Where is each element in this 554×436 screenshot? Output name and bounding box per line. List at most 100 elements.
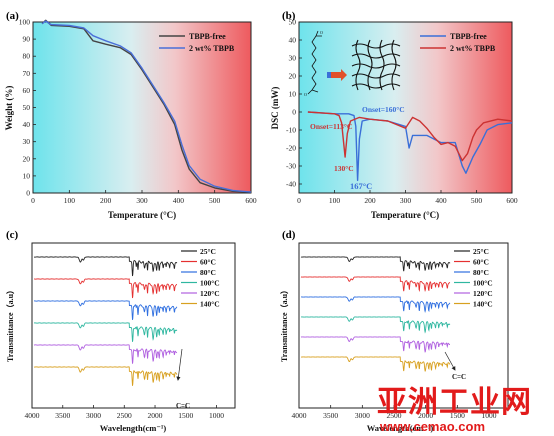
panel-c-frame <box>31 242 236 409</box>
x-tick-label: 400 <box>435 196 447 205</box>
y-tick-label: -30 <box>286 162 296 171</box>
x-tick-label: 600 <box>506 196 518 205</box>
spectrum-line-100 <box>34 322 178 342</box>
y-tick-label: 50 <box>289 18 297 27</box>
x-tick-label: 1500 <box>450 411 465 420</box>
panel-b-legend: TBPB-free 2 wt% TBPB <box>420 32 496 53</box>
x-tick-label: 100 <box>64 196 76 205</box>
y-tick-label: 20 <box>289 72 297 81</box>
process-arrow-icon <box>327 69 347 81</box>
x-tick-label: 2500 <box>387 411 402 420</box>
spectrum-line-120 <box>300 336 450 353</box>
panel-a-background <box>33 22 251 193</box>
panel-b-background <box>299 22 512 193</box>
legend-label: 80°C <box>200 268 216 277</box>
panel-a: (a) 0 100 200 300 400 500 600 0 10 20 30 40 50 60 70 80… <box>4 10 257 220</box>
panel-c-series <box>33 256 178 386</box>
y-tick-label: 80 <box>23 52 31 61</box>
x-tick-label: 4000 <box>25 411 40 420</box>
x-tick-label: 100 <box>329 196 341 205</box>
legend-label: 120°C <box>473 289 493 298</box>
y-tick-label: 30 <box>289 54 297 63</box>
series-line-1 <box>41 19 252 193</box>
panel-b-xlabel: Temperature (°C) <box>371 210 439 220</box>
spectrum-line-100 <box>301 316 451 334</box>
watermark-url: www.cemao.com <box>379 419 485 434</box>
spectrum-line-120 <box>33 344 178 364</box>
legend-label: 120°C <box>200 289 220 298</box>
panel-a-legend: TBPB-free 2 wt% TBPB <box>159 32 235 53</box>
panel-b-tag: (b) <box>282 10 296 22</box>
x-tick-label: 4000 <box>292 411 307 420</box>
panel-c-ticks: 4000 3500 3000 2500 2000 1500 1000 <box>25 405 224 420</box>
x-tick-label: 3500 <box>55 411 70 420</box>
watermark-text: 亚洲工业网 <box>377 386 532 419</box>
panel-a-series <box>41 19 252 193</box>
panel-c-tag: (c) <box>6 229 19 241</box>
panel-d-tag: (d) <box>282 229 296 241</box>
panel-a-tag: (a) <box>6 10 19 22</box>
x-tick-label: 3500 <box>323 411 338 420</box>
x-tick-label: 0 <box>297 196 301 205</box>
x-tick-label: 500 <box>471 196 483 205</box>
spectrum-line-60 <box>34 278 177 299</box>
x-tick-label: 1000 <box>482 411 497 420</box>
annotation-peak-130: 130°C <box>334 164 354 173</box>
legend-label: 25°C <box>200 247 216 256</box>
legend-label: 60°C <box>473 258 489 267</box>
panel-c-cc-arrow <box>176 348 183 381</box>
crosslinked-network-icon <box>351 39 401 91</box>
spectrum-line-25 <box>34 256 178 277</box>
y-tick-label: 40 <box>23 120 31 129</box>
series-line-2 <box>41 20 252 193</box>
panel-d-series <box>300 256 451 372</box>
y-tick-label: 10 <box>23 171 31 180</box>
annotation-onset-113: Onset=113°C <box>310 122 352 131</box>
panel-d-cc-arrow <box>444 351 456 371</box>
panel-d: (d) 4000 3500 3000 2500 2000 1500 1000 25°C 60°… <box>279 229 509 433</box>
y-tick-label: 10 <box>289 90 297 99</box>
spectrum-line-140 <box>301 356 451 372</box>
panel-a-ticks: 0 100 200 300 400 500 600 0 10 20 30 40 50 60 70 80 90 10… <box>19 18 257 206</box>
legend-label: 25°C <box>473 247 489 256</box>
svg-text:O: O <box>320 30 323 35</box>
x-tick-label: 2000 <box>418 411 433 420</box>
x-tick-label: 2500 <box>117 411 132 420</box>
annotation-onset-160: Onset=160°C <box>362 105 405 114</box>
panel-c-xlabel: Wavelength(cm⁻¹) <box>100 423 167 433</box>
x-tick-label: 200 <box>364 196 376 205</box>
panel-d-ylabel: Transmittance（a.u） <box>279 286 289 362</box>
panel-b-ylabel: DSC (mW) <box>270 87 280 130</box>
legend-label: 80°C <box>473 268 489 277</box>
spectrum-line-80 <box>301 296 451 313</box>
y-tick-label: 70 <box>23 69 31 78</box>
y-tick-label: 90 <box>23 35 31 44</box>
legend-label: 140°C <box>473 300 493 309</box>
legend-label: 100°C <box>473 279 493 288</box>
panel-d-ticks: 4000 3500 3000 2500 2000 1500 1000 <box>292 405 497 420</box>
panel-c: (c) 4000 3500 3000 2500 2000 1500 1000 25°C 60°… <box>5 229 236 433</box>
y-tick-label: 0 <box>292 108 296 117</box>
x-tick-label: 300 <box>136 196 148 205</box>
y-tick-label: -10 <box>286 126 296 135</box>
panel-a-xlabel: Temperature (°C) <box>108 210 176 220</box>
y-tick-label: 30 <box>23 137 31 146</box>
x-tick-label: 500 <box>209 196 221 205</box>
panel-d-cc-label: C=C <box>452 373 466 381</box>
x-tick-label: 200 <box>100 196 112 205</box>
x-tick-label: 3000 <box>355 411 370 420</box>
spectrum-line-25 <box>300 256 451 272</box>
y-tick-label: 50 <box>23 103 31 112</box>
panel-b-inset: O O <box>304 30 401 97</box>
panel-c-cc-label: C=C <box>176 402 190 410</box>
watermark: 亚洲工业网 www.cemao.com <box>377 386 532 434</box>
panel-b: (b) 0 100 200 300 400 500 600 -40 -30 -20 -10 0 10 20… <box>270 10 518 220</box>
x-tick-label: 400 <box>173 196 185 205</box>
x-tick-label: 1500 <box>178 411 193 420</box>
annotation-peak-167: 167°C <box>350 181 372 191</box>
series-line-2 <box>307 111 513 162</box>
x-tick-label: 2000 <box>148 411 163 420</box>
